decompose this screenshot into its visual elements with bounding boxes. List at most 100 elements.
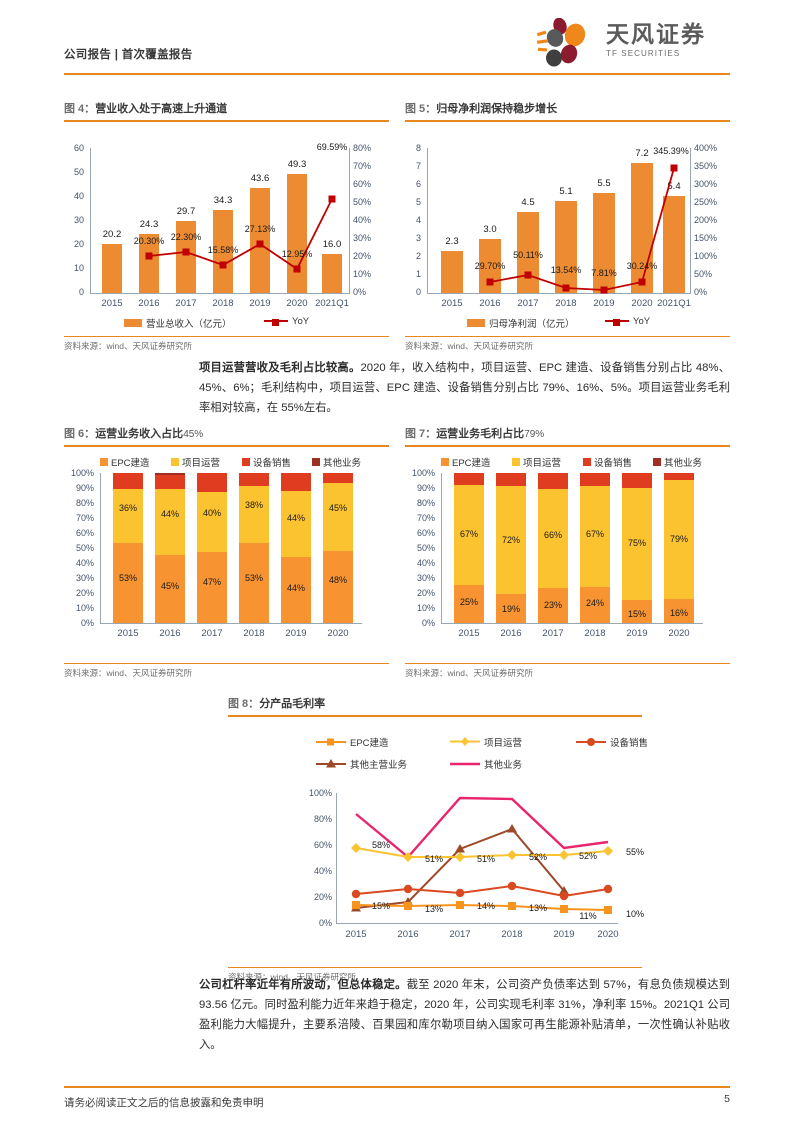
fig6-stack-2017: 40% 47% bbox=[197, 472, 227, 623]
fig6-ytick-40: 40% bbox=[75, 557, 94, 568]
fig7-seg-ops-2020 bbox=[664, 480, 694, 599]
fig5-bar-2021Q1 bbox=[663, 195, 685, 293]
fig5-y2-axis bbox=[690, 147, 691, 294]
fig6-stack-2016: 44% 45% bbox=[155, 472, 185, 623]
fig8-label-ops-2017: 51% bbox=[476, 853, 495, 864]
fig8-legend-label-ops: 项目运营 bbox=[484, 737, 523, 749]
figure-5-rule bbox=[405, 120, 730, 122]
fig4-xlabel-2018: 2018 bbox=[212, 297, 234, 309]
page-footer: 请务必阅读正文之后的信息披露和免责申明 5 bbox=[64, 1086, 730, 1110]
fig8-legend-label-othermain: 其他主营业务 bbox=[350, 759, 408, 771]
figure-4-rule bbox=[64, 120, 389, 122]
fig7-label-ops-2015: 67% bbox=[459, 528, 478, 539]
fig7-stack-2018: 67% 24% bbox=[580, 472, 610, 623]
fig8-label-ops-2015: 58% bbox=[371, 839, 390, 850]
company-logo: 天风证券 TF SECURITIES bbox=[534, 18, 730, 74]
fig7-label-epc-2015: 25% bbox=[459, 596, 478, 607]
fig4-yoylabel-2017: 22.30% bbox=[170, 231, 202, 242]
fig7-label-epc-2020: 16% bbox=[669, 607, 688, 618]
figure-5-plot: 8 7 6 5 4 3 2 1 0 400% 350% 300% 250% 20… bbox=[405, 128, 730, 330]
fig7-label-epc-2018: 24% bbox=[585, 597, 604, 608]
fig4-legend-revenue: 营业总收入（亿元） bbox=[124, 316, 232, 330]
figure-4-plot: 60 50 40 30 20 10 0 80% 70% 60% 50% 40% … bbox=[64, 128, 389, 330]
fig7-ytick-0: 0% bbox=[421, 617, 435, 628]
figure-7-plot: EPC建造 项目运营 设备销售 其他业务 100% 90% 80% 70% 60… bbox=[405, 453, 730, 653]
logo-name-cn: 天风证券 bbox=[606, 21, 706, 47]
footer-divider bbox=[64, 1086, 730, 1088]
fig5-barlabel-2020: 7.2 bbox=[635, 147, 649, 159]
fig4-barlabel-2021Q1: 16.0 bbox=[322, 238, 342, 250]
figure-5-number: 图 5： bbox=[405, 103, 437, 115]
fig6-ytick-20: 20% bbox=[75, 587, 94, 598]
figure-6-plot: EPC建造 项目运营 设备销售 其他业务 100% 90% 80% 70% 60… bbox=[64, 453, 389, 653]
fig6-ytick-30: 30% bbox=[75, 572, 94, 583]
fig6-xlabel-2020: 2020 bbox=[327, 627, 349, 639]
fig6-legend-label-other: 其他业务 bbox=[323, 457, 362, 469]
fig4-ytickR-40: 40% bbox=[353, 214, 372, 225]
fig6-legend-swatch-equip bbox=[242, 457, 250, 466]
fig4-legend-label-yoy: YoY bbox=[292, 315, 310, 327]
fig7-seg-equip-2019 bbox=[622, 472, 652, 488]
figure-7-source: 资料来源：wind、天风证券研究所 bbox=[405, 667, 533, 678]
fig7-ytick-100: 100% bbox=[411, 467, 435, 478]
figure-4-title: 图 4：营业收入处于高速上升通道 bbox=[64, 100, 389, 116]
fig5-yoylabel-2018: 13.54% bbox=[550, 264, 582, 275]
fig7-seg-ops-2016 bbox=[496, 486, 526, 595]
fig4-yoy-line bbox=[145, 195, 336, 273]
fig4-barlabel-2018: 34.3 bbox=[213, 194, 233, 206]
fig4-ytickR-60: 60% bbox=[353, 178, 372, 189]
fig7-seg-epc-2018 bbox=[580, 586, 610, 623]
fig5-bar-2016 bbox=[479, 238, 501, 293]
fig6-seg-ops-2017 bbox=[197, 492, 227, 553]
figure-7-suffix: 79% bbox=[524, 429, 545, 440]
fig7-seg-ops-2018 bbox=[580, 486, 610, 587]
fig8-label-epc-2016: 13% bbox=[424, 903, 443, 914]
fig6-legend-label-epc: EPC建造 bbox=[111, 457, 150, 469]
fig5-xlabel-2019: 2019 bbox=[593, 297, 615, 309]
fig6-label-epc-2020: 48% bbox=[328, 574, 347, 585]
fig6-xlabel-2016: 2016 bbox=[159, 627, 181, 639]
fig6-seg-equip-2018 bbox=[239, 472, 269, 487]
fig6-ytick-50: 50% bbox=[75, 542, 94, 553]
paragraph-2-body: 截至 2020 年末，公司资产负债率达到 57%，有息负债规模达到 93.56 … bbox=[199, 979, 730, 1051]
fig6-legend-swatch-ops bbox=[171, 457, 179, 466]
fig7-ytick-20: 20% bbox=[416, 587, 435, 598]
fig7-stack-2017: 66% 23% bbox=[538, 472, 568, 623]
fig5-ytickR-400: 400% bbox=[694, 142, 718, 153]
fig6-seg-other-2016 bbox=[155, 472, 185, 475]
fig6-seg-ops-2019 bbox=[281, 490, 311, 557]
fig5-ytick-4: 4 bbox=[415, 214, 421, 225]
fig4-bar-2020 bbox=[287, 173, 307, 293]
paragraph-leverage: 公司杠杆率近年有所波动，但总体稳定。截至 2020 年末，公司资产负债率达到 5… bbox=[199, 975, 730, 1055]
fig7-legend-epc: EPC建造 bbox=[441, 455, 491, 469]
fig5-ytick-3: 3 bbox=[415, 232, 421, 243]
fig4-xlabel-2015: 2015 bbox=[101, 297, 123, 309]
figure-6-source-rule bbox=[64, 662, 389, 664]
figure-7: 图 7：运营业务毛利占比79% EPC建造 项目运营 设备销售 其他业务 100… bbox=[405, 425, 730, 679]
fig6-xlabel-2018: 2018 bbox=[243, 627, 265, 639]
fig5-ytickR-250: 250% bbox=[694, 196, 718, 207]
logo-name-en: TF SECURITIES bbox=[606, 49, 681, 58]
fig7-label-ops-2019: 75% bbox=[627, 537, 646, 548]
fig7-seg-equip-2016 bbox=[496, 472, 526, 487]
figure-8-rule bbox=[228, 715, 642, 717]
fig5-barlabel-2019: 5.5 bbox=[597, 177, 611, 189]
figure-4-source-rule bbox=[64, 335, 389, 337]
fig5-xlabel-2015: 2015 bbox=[441, 297, 463, 309]
fig8-label-epc-2019: 11% bbox=[579, 910, 597, 921]
fig6-legend-swatch-epc bbox=[100, 457, 108, 466]
fig7-xlabel-2017: 2017 bbox=[542, 627, 564, 639]
figure-8-source: 资料来源：wind、天风证券研究所 bbox=[228, 971, 356, 982]
fig5-ytick-0: 0 bbox=[415, 286, 421, 297]
figure-8-source-rule bbox=[228, 966, 642, 968]
fig7-label-ops-2017: 66% bbox=[543, 529, 562, 540]
paragraph-revenue-structure: 项目运营营收及毛利占比较高。2020 年，收入结构中，项目运营、EPC 建造、设… bbox=[199, 358, 730, 418]
fig7-xlabel-2016: 2016 bbox=[500, 627, 522, 639]
figure-8: 图 8：分产品毛利率 EPC建造 项目运营 bbox=[228, 695, 648, 983]
figure-7-title: 图 7：运营业务毛利占比79% bbox=[405, 425, 730, 441]
fig8-xlabel-2020: 2020 bbox=[597, 928, 619, 940]
fig8-series-lines bbox=[351, 796, 613, 914]
fig8-xlabel-2017: 2017 bbox=[449, 928, 471, 940]
fig6-ytick-100: 100% bbox=[70, 467, 94, 478]
fig4-yoylabel-2020: 12.95% bbox=[281, 248, 313, 259]
